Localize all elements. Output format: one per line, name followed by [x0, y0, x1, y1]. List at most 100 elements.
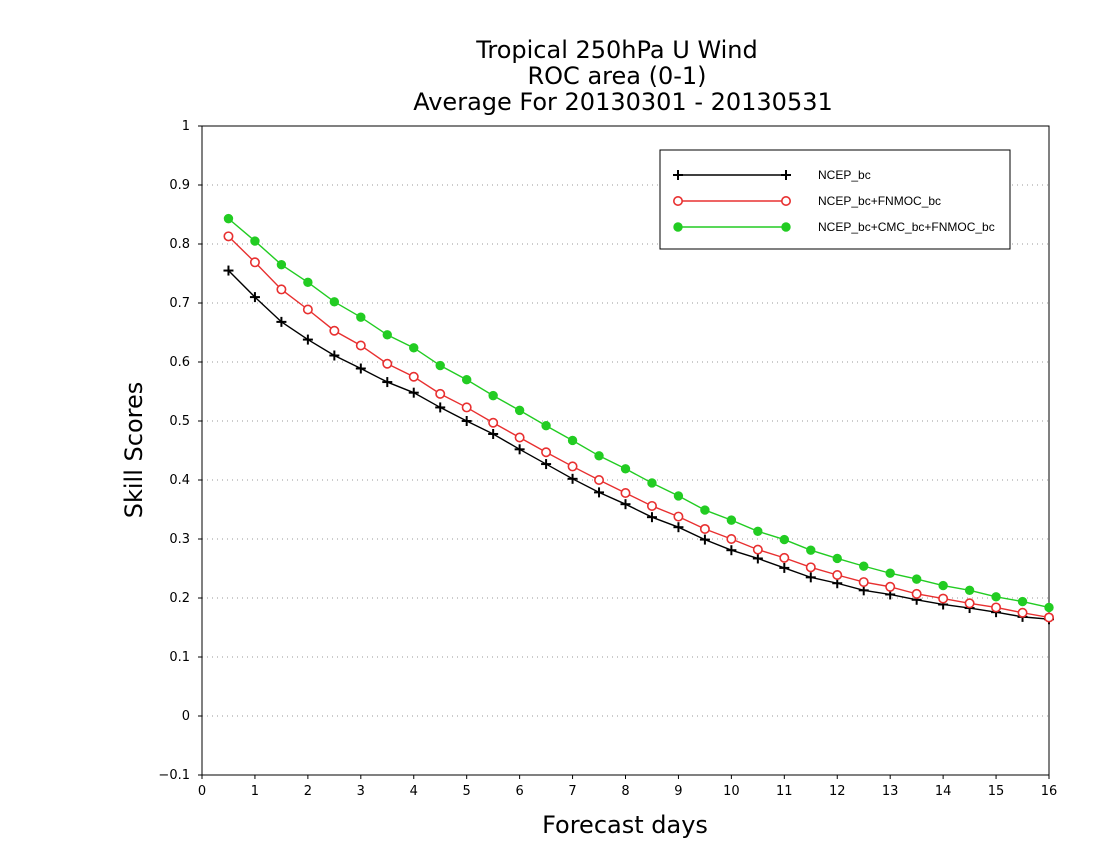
data-point [673, 491, 684, 501]
data-point [964, 598, 975, 609]
data-point [276, 284, 287, 295]
data-point [594, 474, 605, 485]
y-tick-label: 0.2 [169, 591, 190, 606]
data-point [938, 593, 949, 604]
data-point [1017, 596, 1028, 607]
data-point [1044, 612, 1055, 623]
data-point [673, 222, 683, 232]
data-point [700, 505, 710, 515]
data-point [780, 196, 791, 207]
data-point [249, 257, 260, 268]
series-0 [223, 265, 1054, 625]
data-point [567, 461, 578, 472]
data-point [514, 432, 525, 443]
y-tick-label: 0.4 [169, 473, 190, 488]
data-point [329, 297, 340, 307]
data-point [620, 487, 631, 498]
data-point [541, 447, 552, 458]
y-tick-label: 0.5 [169, 414, 190, 429]
data-point [223, 265, 234, 276]
legend-label: NCEP_bc+CMC_bc+FNMOC_bc [818, 220, 995, 234]
x-tick-label: 10 [723, 784, 740, 799]
data-point [673, 511, 684, 522]
data-point [781, 222, 791, 232]
data-point [752, 544, 763, 555]
data-point [779, 534, 790, 545]
data-point [355, 340, 366, 351]
data-point [859, 561, 869, 571]
data-point [752, 553, 763, 564]
data-point [409, 343, 419, 353]
data-point [646, 500, 657, 511]
data-point [673, 522, 684, 533]
data-point [382, 377, 393, 388]
data-point [699, 523, 710, 534]
y-tick-label: 0.8 [169, 237, 190, 252]
x-tick-label: 6 [515, 784, 523, 799]
legend-label: NCEP_bc [818, 168, 871, 182]
data-point [435, 360, 445, 371]
data-point [806, 545, 816, 555]
x-tick-label: 14 [935, 784, 952, 799]
data-point [329, 350, 340, 361]
series-line [227, 235, 1050, 619]
data-point [726, 533, 737, 544]
data-point [408, 371, 419, 382]
data-point [382, 330, 392, 340]
y-tick-label: 0 [182, 709, 190, 724]
data-point [276, 259, 287, 270]
data-point [699, 534, 710, 545]
y-tick-label: 0.3 [169, 532, 190, 547]
data-point [1017, 607, 1028, 618]
data-point [779, 562, 790, 573]
data-point [488, 428, 499, 439]
x-tick-label: 0 [198, 784, 206, 799]
y-axis-label: Skill Scores [120, 382, 148, 519]
data-point [302, 334, 313, 345]
y-tick-label: 0.1 [169, 650, 190, 665]
data-point [302, 304, 313, 315]
data-point [461, 416, 472, 426]
title-line-1: Tropical 250hPa U Wind [475, 36, 758, 64]
data-point [435, 402, 446, 413]
data-point [858, 577, 869, 588]
series-1 [223, 231, 1055, 623]
legend-entry: NCEP_bc [673, 168, 871, 182]
data-point [885, 568, 895, 578]
data-point [938, 580, 948, 591]
x-tick-label: 1 [251, 784, 259, 799]
data-point [541, 459, 552, 470]
y-tick-label: 1 [182, 119, 190, 134]
y-tick-label: 0.9 [169, 178, 190, 193]
data-point [514, 405, 525, 416]
data-point [964, 585, 975, 596]
data-point [753, 526, 763, 537]
data-point [832, 553, 842, 564]
data-point [249, 292, 260, 303]
x-tick-label: 12 [829, 784, 846, 799]
data-point [276, 316, 287, 327]
x-tick-label: 16 [1041, 784, 1058, 799]
data-point [329, 325, 340, 336]
data-point [461, 402, 472, 413]
data-point [911, 574, 922, 584]
title-line-3: Average For 20130301 - 20130531 [413, 88, 833, 116]
data-point [488, 417, 499, 428]
legend-label: NCEP_bc+FNMOC_bc [818, 194, 941, 208]
data-point [672, 196, 683, 207]
x-tick-label: 15 [988, 784, 1005, 799]
data-point [223, 213, 234, 224]
y-tick-label: 0.6 [169, 355, 190, 370]
legend-entry: NCEP_bc+FNMOC_bc [672, 194, 941, 208]
y-tick-label: 0.7 [169, 296, 190, 311]
data-point [726, 545, 737, 556]
data-point [594, 451, 604, 461]
data-point [408, 387, 419, 398]
data-point [646, 512, 657, 523]
x-tick-label: 9 [674, 784, 682, 799]
legend-entry: NCEP_bc+CMC_bc+FNMOC_bc [673, 220, 995, 234]
data-point [382, 358, 393, 369]
y-tick-label: −0.1 [158, 768, 190, 783]
legend: NCEP_bc NCEP_bc+FNMOC_bc NCEP_bc+CMC_bc+FN… [659, 149, 1011, 250]
